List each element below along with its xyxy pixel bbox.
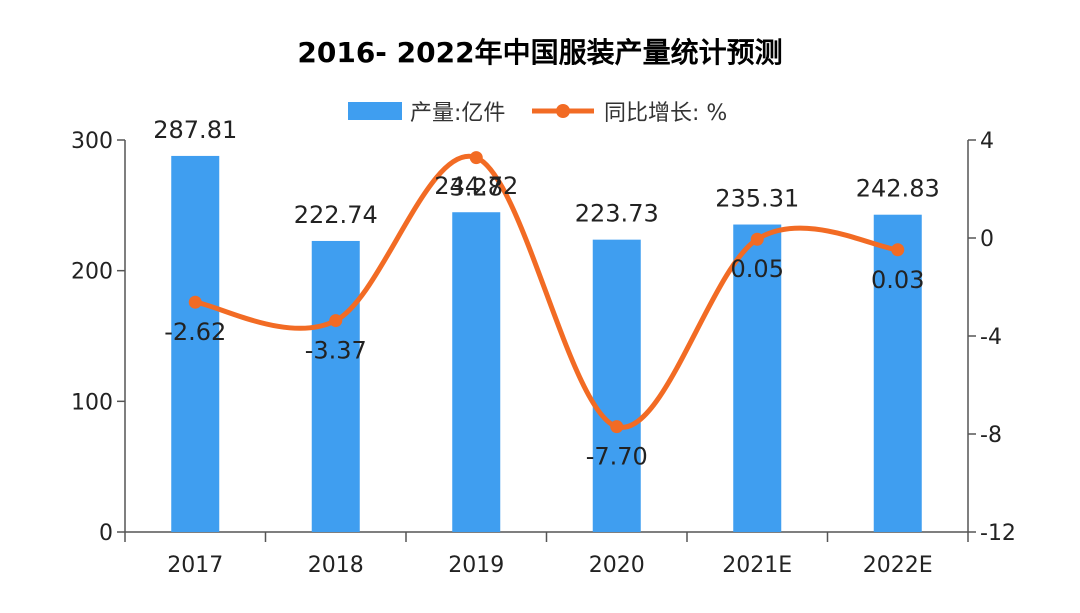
y-right-tick-label: -8: [980, 423, 1002, 448]
bar: [592, 239, 641, 532]
growth-point: [750, 232, 764, 246]
growth-point: [891, 243, 905, 257]
bar-value-label: 287.81: [153, 116, 237, 144]
y-right-tick-label: 0: [980, 227, 994, 252]
y-left-tick-label: 100: [71, 390, 113, 415]
y-right-tick-label: -12: [980, 521, 1016, 546]
legend: 产量:亿件 同比增长: %: [348, 101, 727, 126]
bar-value-label: 222.74: [294, 201, 378, 229]
growth-value-label: 0.03: [871, 266, 924, 294]
x-tick-label: 2021E: [722, 553, 792, 578]
growth-point: [329, 314, 343, 328]
legend-bar-label: 产量:亿件: [410, 101, 505, 126]
chart-title: 2016- 2022年中国服装产量统计预测: [297, 36, 782, 69]
x-tick-label: 2020: [589, 553, 645, 578]
x-tick-label: 2022E: [863, 553, 933, 578]
axes: 0 100 200 300 -12 -8 -4 0 4 2017 2018 2019 2020 2021E…: [71, 129, 1016, 578]
growth-value-label: -7.70: [586, 443, 648, 471]
growth-point: [610, 420, 624, 434]
y-left-tick-label: 300: [71, 129, 113, 154]
y-left-tick-label: 200: [71, 260, 113, 285]
bar: [311, 240, 360, 532]
legend-line-label: 同比增长: %: [604, 101, 727, 126]
line-series: [188, 151, 905, 434]
data-labels: 287.81 222.74 244.72 223.73 235.31 242.83 -2.6…: [153, 116, 939, 471]
bar: [171, 155, 220, 532]
bar-value-label: 242.83: [856, 175, 940, 203]
growth-value-label: -2.62: [164, 318, 226, 346]
legend-line-marker: [556, 104, 570, 118]
bar: [733, 224, 782, 532]
y-right-tick-label: -4: [980, 325, 1002, 350]
bar: [873, 214, 922, 532]
x-tick-label: 2018: [308, 553, 364, 578]
legend-bar-swatch: [348, 102, 402, 120]
bar: [452, 212, 501, 532]
bar-value-label: 223.73: [575, 200, 659, 228]
growth-value-label: 0.05: [731, 255, 784, 283]
y-left-tick-label: 0: [99, 521, 113, 546]
growth-value-label: 3.28: [450, 174, 503, 202]
growth-point: [469, 151, 483, 165]
bar-value-label: 235.31: [715, 185, 799, 213]
bar-value-label: 244.72: [434, 172, 518, 200]
x-tick-label: 2019: [448, 553, 504, 578]
y-right-tick-label: 4: [980, 129, 994, 154]
bar-series: [171, 155, 922, 532]
growth-point: [188, 295, 202, 309]
x-tick-label: 2017: [167, 553, 223, 578]
growth-value-label: -3.37: [305, 337, 367, 365]
